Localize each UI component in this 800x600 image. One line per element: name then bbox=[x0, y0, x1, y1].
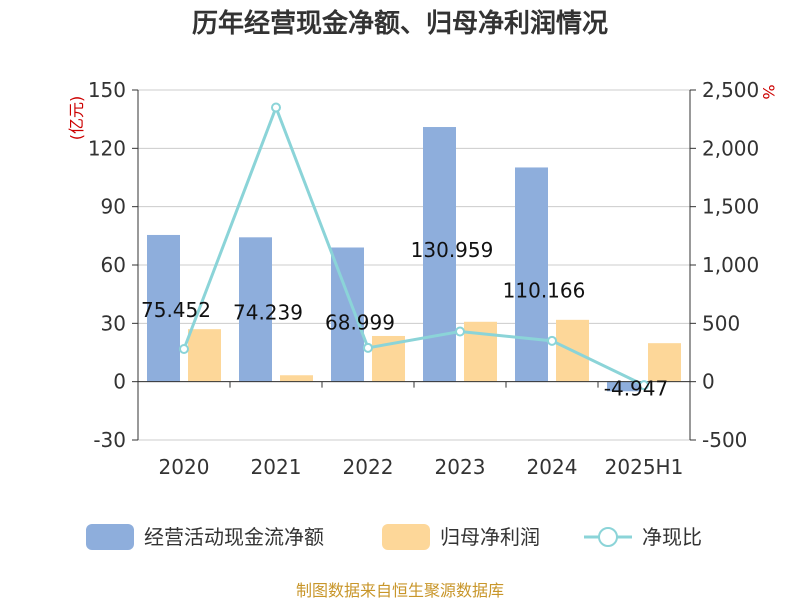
cashflow-data-label: 75.452 bbox=[141, 298, 211, 322]
x-tick-label: 2025H1 bbox=[605, 455, 684, 479]
left-tick-label: 150 bbox=[88, 78, 126, 102]
ratio-point bbox=[179, 344, 189, 354]
net-profit-bar bbox=[188, 329, 221, 382]
net-profit-bar bbox=[280, 375, 313, 382]
legend-swatch-ratio-marker bbox=[598, 527, 618, 547]
right-tick-label: 0 bbox=[702, 370, 715, 394]
legend-swatch-profit bbox=[382, 524, 430, 550]
source-note: 制图数据来自恒生聚源数据库 bbox=[296, 581, 504, 600]
legend-label-cashflow: 经营活动现金流净额 bbox=[144, 525, 324, 549]
left-tick-label: 120 bbox=[88, 136, 126, 160]
right-tick-label: -500 bbox=[702, 428, 747, 452]
axes: -30 0 30 60 90 120 150 -500 0 500 1,000 1,500 2,000 2… bbox=[88, 78, 759, 479]
legend-label-profit: 归母净利润 bbox=[440, 525, 540, 549]
left-tick-label: 90 bbox=[101, 195, 126, 219]
net-profit-bar bbox=[648, 343, 681, 382]
right-tick-label: 1,500 bbox=[702, 195, 759, 219]
right-tick-label: 2,500 bbox=[702, 78, 759, 102]
cashflow-bar bbox=[239, 237, 272, 382]
cashflow-bar bbox=[331, 247, 364, 382]
x-tick-label: 2023 bbox=[435, 455, 486, 479]
data-labels: 75.452 74.239 68.999 130.959 110.166 -4.947 bbox=[141, 238, 668, 401]
ratio-point bbox=[455, 326, 465, 337]
net-profit-bar bbox=[464, 321, 497, 382]
cashflow-data-label: 68.999 bbox=[325, 311, 395, 335]
left-tick-label: 30 bbox=[101, 311, 126, 335]
cashflow-bar bbox=[147, 234, 180, 382]
x-tick-label: 2020 bbox=[159, 455, 210, 479]
chart-title: 历年经营现金净额、归母净利润情况 bbox=[192, 8, 608, 39]
ratio-point bbox=[639, 380, 649, 391]
cashflow-data-label: 74.239 bbox=[233, 300, 303, 324]
cashflow-data-label: 130.959 bbox=[411, 238, 494, 262]
ratio-line-path bbox=[182, 103, 645, 387]
cashflow-bar bbox=[423, 127, 456, 382]
ratio-point bbox=[547, 335, 557, 346]
x-tick-label: 2024 bbox=[527, 455, 578, 479]
right-tick-label: 1,000 bbox=[702, 253, 759, 277]
cashflow-bar bbox=[607, 381, 640, 392]
left-tick-label: -30 bbox=[93, 428, 126, 452]
cashflow-data-label: -4.947 bbox=[604, 377, 668, 401]
cashflow-data-label: 110.166 bbox=[503, 278, 586, 302]
legend-swatch-cashflow bbox=[86, 524, 134, 550]
ratio-point bbox=[271, 102, 281, 113]
right-axis-unit: % bbox=[759, 84, 778, 99]
legend: 经营活动现金流净额 归母净利润 净现比 bbox=[86, 524, 702, 550]
ratio-line bbox=[179, 102, 649, 391]
x-tick-label: 2021 bbox=[251, 455, 302, 479]
left-axis-unit: (亿元) bbox=[67, 96, 86, 141]
cashflow-bar bbox=[515, 167, 548, 382]
bars bbox=[147, 127, 681, 392]
left-tick-label: 0 bbox=[113, 370, 126, 394]
left-tick-label: 60 bbox=[101, 253, 126, 277]
x-tick-label: 2022 bbox=[343, 455, 394, 479]
right-tick-label: 2,000 bbox=[702, 136, 759, 160]
right-tick-label: 500 bbox=[702, 311, 740, 335]
legend-label-ratio: 净现比 bbox=[642, 525, 702, 549]
ratio-point bbox=[363, 342, 373, 353]
